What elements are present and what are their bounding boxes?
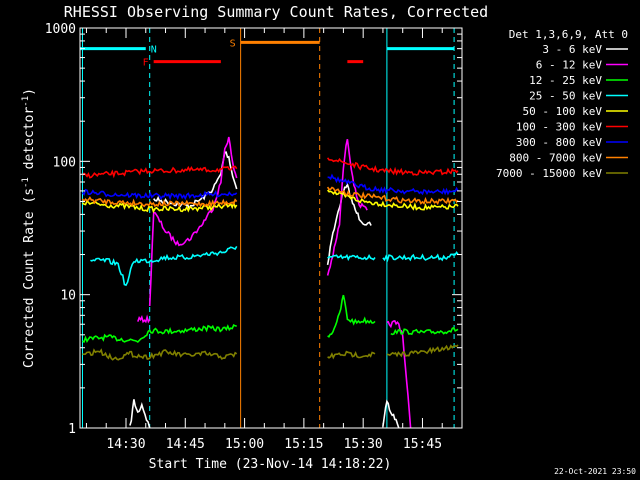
series-line <box>327 294 376 338</box>
chart-title: RHESSI Observing Summary Count Rates, Co… <box>64 3 488 21</box>
plot-area: NF S <box>80 28 459 428</box>
series-line <box>386 320 412 428</box>
series-50-100-kev <box>82 189 459 214</box>
x-tick-label: 15:30 <box>344 437 383 452</box>
series-line <box>382 399 400 428</box>
series-line <box>129 399 151 428</box>
legend: 3 - 6 keV 6 - 12 keV 12 - 25 keV 25 - 50 ke… <box>496 43 628 180</box>
series-100-300-kev <box>81 157 459 179</box>
legend-label: 7000 - 15000 keV <box>496 167 602 180</box>
x-tick-label: 15:45 <box>403 437 442 452</box>
flag-label-s: S <box>230 38 236 49</box>
series-line <box>390 326 459 336</box>
flag-label-n: N <box>151 45 157 56</box>
legend-header: Det 1,3,6,9, Att 0 <box>509 28 628 41</box>
series-25-50-kev <box>90 246 459 287</box>
series-line <box>327 253 376 262</box>
series-line <box>81 196 238 209</box>
legend-label: 300 - 800 keV <box>516 136 602 149</box>
series-6-12-kev <box>137 136 412 428</box>
legend-label: 50 - 100 keV <box>523 105 603 118</box>
series-12-25-kev <box>82 294 459 344</box>
series-line <box>81 165 238 179</box>
series-300-800-kev <box>81 173 459 201</box>
series-line <box>82 324 237 344</box>
series-line <box>327 173 459 196</box>
series-line <box>90 246 238 287</box>
series-line <box>326 182 372 266</box>
series-line <box>327 189 459 211</box>
x-tick-label: 15:00 <box>225 437 264 452</box>
series-line <box>382 251 459 263</box>
series-line <box>326 139 368 276</box>
series-line <box>327 350 376 360</box>
legend-label: 12 - 25 keV <box>529 74 602 87</box>
legend-label: 6 - 12 keV <box>536 59 603 72</box>
series-800-7000-kev <box>81 186 459 209</box>
legend-label: 800 - 7000 keV <box>509 152 602 165</box>
y-tick-label: 100 <box>53 155 76 170</box>
y-tick-label: 10 <box>60 289 76 304</box>
legend-label: 3 - 6 keV <box>542 43 602 56</box>
y-tick-label: 1000 <box>45 22 76 37</box>
timestamp: 22-Oct-2021 23:50 <box>554 467 636 476</box>
plot-frame <box>79 27 463 429</box>
series-line <box>326 157 459 176</box>
x-tick-label: 14:45 <box>166 437 205 452</box>
series-line <box>386 344 459 358</box>
legend-label: 25 - 50 keV <box>529 90 602 103</box>
series-line <box>148 136 238 307</box>
y-axis-label: Corrected Count Rate (s-1 detector-1) <box>21 88 37 368</box>
x-tick-label: 14:30 <box>106 437 145 452</box>
legend-label: 100 - 300 keV <box>516 121 602 134</box>
series-line <box>326 186 459 206</box>
series-line <box>82 348 238 361</box>
series-line <box>81 188 238 201</box>
x-axis: 14:30 14:45 15:00 15:15 15:30 15:45 <box>85 28 463 452</box>
y-tick-label: 1 <box>68 422 76 437</box>
series-line <box>137 314 151 324</box>
series-line <box>82 199 238 214</box>
y-axis: 1 10 100 1000 <box>45 22 462 437</box>
series-7000-15000-kev <box>82 344 459 361</box>
x-tick-label: 15:15 <box>284 437 323 452</box>
flag-label-f: F <box>143 58 149 69</box>
x-axis-label: Start Time (23-Nov-14 14:18:22) <box>149 457 392 472</box>
